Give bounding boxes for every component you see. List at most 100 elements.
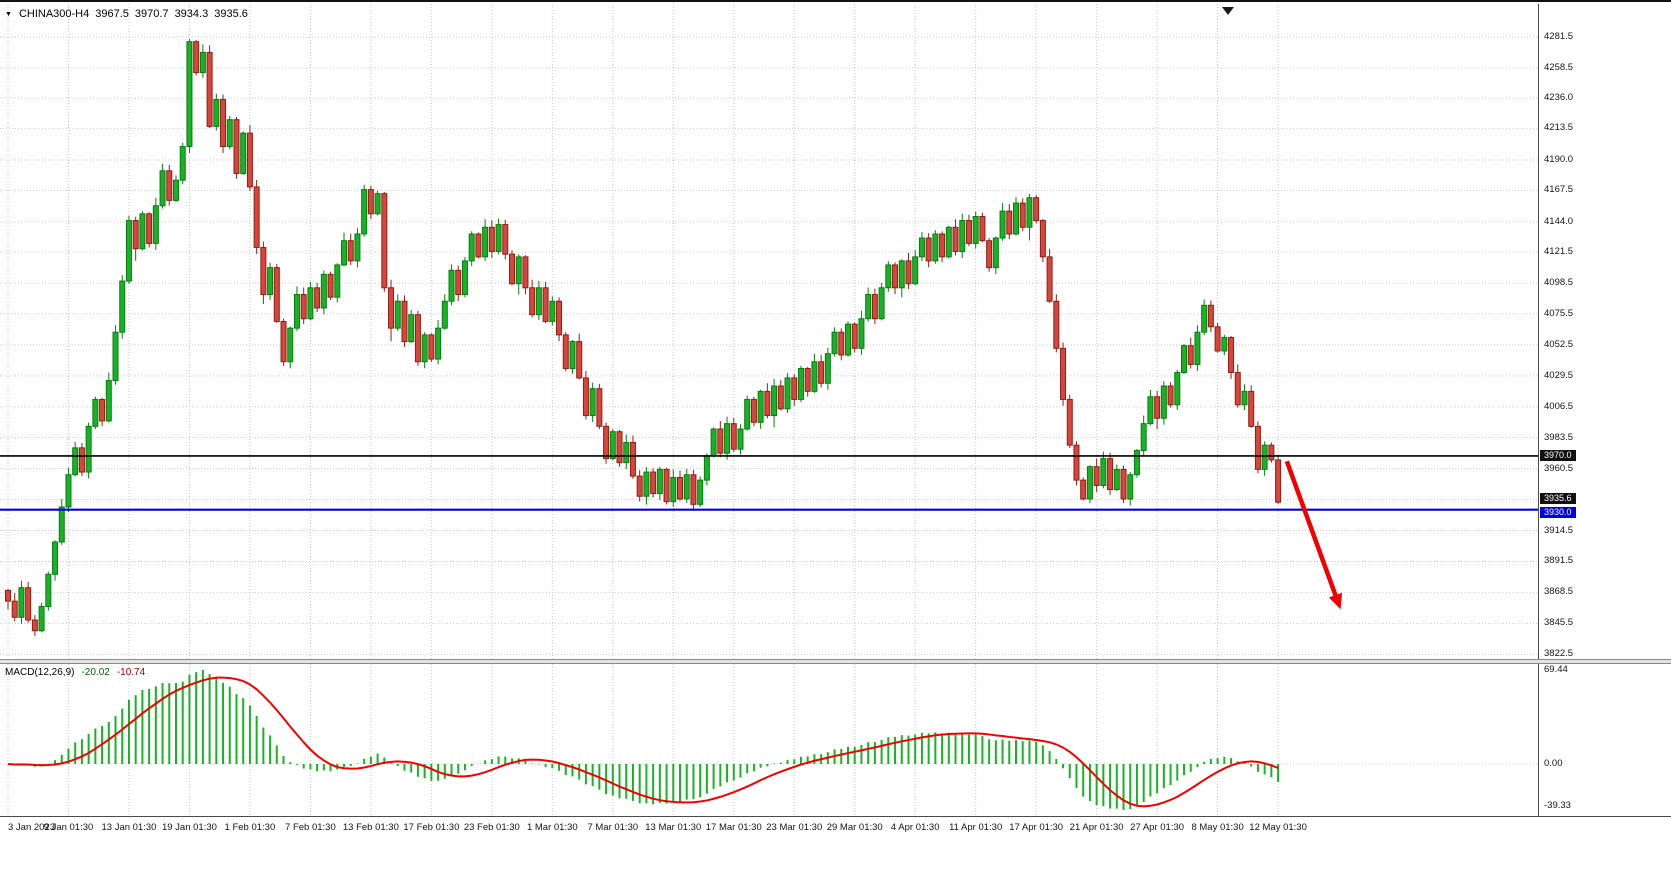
price-tick-label: 3868.5 (1544, 586, 1574, 598)
candle-down (11, 600, 18, 618)
panel-separator[interactable] (0, 659, 1671, 664)
candle-up (65, 474, 72, 508)
candle-down (925, 237, 932, 262)
time-tick-label: 13 Mar 01:30 (645, 822, 702, 833)
price-tick-label: 4052.5 (1544, 338, 1574, 350)
candle-down (280, 320, 287, 363)
time-tick-label: 8 May 01:30 (1191, 822, 1244, 833)
candle-up (831, 331, 838, 355)
candle-down (388, 287, 395, 329)
candle-up (354, 233, 361, 262)
macd-chart[interactable] (0, 664, 1538, 816)
candlestick-chart[interactable] (0, 4, 1538, 659)
candle-down (791, 377, 798, 400)
candle-down (206, 51, 213, 127)
candle-down (300, 294, 307, 320)
candle-up (744, 398, 751, 430)
candle-down (1073, 444, 1080, 481)
time-tick-label: 4 Apr 01:30 (890, 822, 940, 833)
candle-down (1093, 466, 1100, 486)
candle-up (1261, 444, 1268, 470)
candle-down (367, 189, 374, 215)
candle-down (677, 476, 683, 500)
candle-down (99, 398, 106, 422)
time-tick-label: 27 Apr 01:30 (1130, 822, 1185, 833)
candle-down (804, 367, 811, 392)
candle-down (1228, 337, 1235, 374)
candle-down (562, 334, 569, 369)
candle-down (381, 193, 388, 289)
time-tick-label: 21 Apr 01:30 (1069, 822, 1124, 833)
macd-tick-label: 0.00 (1544, 758, 1563, 769)
candle-up (152, 205, 159, 244)
chart-shift-marker-icon[interactable] (1222, 7, 1234, 15)
candle-up (643, 471, 650, 497)
candle-up (139, 213, 146, 250)
candle-up (1086, 466, 1093, 500)
candle-up (623, 441, 630, 464)
candle-down (1248, 390, 1255, 427)
price-chart-area[interactable]: ▼ CHINA300-H4 3967.5 3970.7 3934.3 3935.… (0, 4, 1538, 659)
price-tick-label: 4075.5 (1544, 308, 1574, 319)
candle-up (173, 179, 179, 201)
candle-down (690, 474, 697, 505)
candle-up (213, 98, 220, 127)
candle-down (1033, 197, 1040, 222)
candle-up (18, 587, 25, 618)
candle-up (85, 425, 92, 473)
candle-up (1221, 337, 1228, 352)
time-tick-label: 1 Feb 01:30 (224, 822, 276, 833)
candle-down (193, 41, 200, 74)
candle-up (495, 224, 502, 252)
price-tick-label: 4213.5 (1544, 122, 1574, 134)
macd-signal-line (7, 676, 1279, 808)
candle-up (845, 323, 851, 356)
candle-up (959, 220, 966, 252)
candle-down (1234, 372, 1241, 406)
candle-down (1039, 220, 1046, 258)
candle-down (146, 213, 153, 244)
macd-panel[interactable]: MACD(12,26,9) -20.02 -10.74 (0, 664, 1538, 816)
candle-down (428, 334, 435, 360)
candle-up (58, 506, 65, 543)
candle-up (45, 573, 52, 608)
candle-down (1120, 468, 1127, 500)
ohlc-high-value: 3970.7 (134, 8, 169, 20)
candle-down (314, 287, 321, 309)
macd-main-value: -20.02 (81, 667, 110, 678)
macd-scale[interactable]: 69.44 0.00 -39.33 (1538, 664, 1671, 816)
candle-down (965, 220, 972, 244)
time-tick-label: 9 Jan 01:30 (43, 822, 94, 833)
trend-arrow-head[interactable] (1328, 592, 1343, 610)
price-tick-label: 4006.5 (1544, 400, 1574, 412)
candle-up (226, 119, 233, 148)
candle-up (267, 267, 274, 296)
candle-down (764, 390, 771, 417)
time-tick-label: 7 Feb 01:30 (285, 822, 336, 833)
candle-down (475, 233, 482, 258)
time-tick-label: 23 Feb 01:30 (463, 822, 520, 833)
candle-down (777, 385, 784, 410)
candle-down (260, 246, 267, 296)
candle-up (441, 300, 448, 329)
trend-arrow[interactable] (1284, 460, 1340, 603)
candle-down (522, 256, 529, 289)
candle-down (582, 377, 589, 417)
candle-down (1187, 345, 1194, 365)
price-tick-label: 3983.5 (1544, 431, 1574, 443)
time-axis[interactable]: 3 Jan 2023 9 Jan 01:30 13 Jan 01:30 19 Jan … (0, 816, 1671, 842)
candle-up (1160, 385, 1167, 419)
price-tick-label: 4098.5 (1544, 277, 1574, 289)
price-tick-label: 4236.0 (1544, 92, 1574, 104)
macd-header: MACD(12,26,9) -20.02 -10.74 (5, 667, 145, 678)
price-scale[interactable]: 4281.5 4258.5 4236.0 4213.5 4190.0 4167.5 4144… (1538, 4, 1671, 659)
candle-down (952, 226, 959, 252)
price-tick-label: 3822.5 (1544, 648, 1574, 660)
candle-up (1026, 197, 1033, 228)
price-tick-label: 4144.0 (1544, 215, 1574, 227)
price-tick-label: 4121.5 (1544, 246, 1574, 258)
time-tick-label: 13 Feb 01:30 (342, 822, 399, 833)
candle-down (246, 132, 253, 188)
time-tick-label: 7 Mar 01:30 (587, 822, 639, 833)
candle-down (905, 260, 912, 285)
